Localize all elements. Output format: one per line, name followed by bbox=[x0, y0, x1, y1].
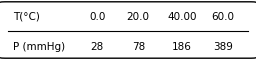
Text: T(°C): T(°C) bbox=[13, 12, 40, 22]
Text: 389: 389 bbox=[213, 42, 233, 52]
Text: 28: 28 bbox=[91, 42, 104, 52]
Text: 0.0: 0.0 bbox=[89, 12, 105, 22]
Text: 186: 186 bbox=[172, 42, 192, 52]
Text: 20.0: 20.0 bbox=[127, 12, 150, 22]
Text: 60.0: 60.0 bbox=[211, 12, 234, 22]
Text: P (mmHg): P (mmHg) bbox=[13, 42, 65, 52]
FancyBboxPatch shape bbox=[0, 2, 256, 58]
Text: 40.00: 40.00 bbox=[167, 12, 197, 22]
Text: 78: 78 bbox=[132, 42, 145, 52]
